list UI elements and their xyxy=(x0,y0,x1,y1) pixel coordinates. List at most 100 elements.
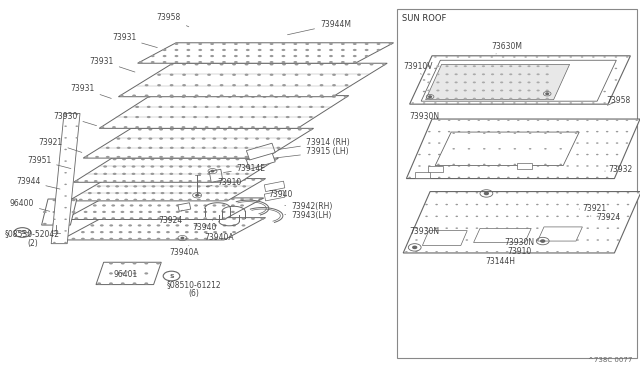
Circle shape xyxy=(536,79,538,81)
Circle shape xyxy=(109,231,113,233)
Circle shape xyxy=(127,156,131,158)
Circle shape xyxy=(138,218,141,220)
Circle shape xyxy=(197,179,201,181)
Text: 73910: 73910 xyxy=(206,178,242,187)
Circle shape xyxy=(604,91,606,92)
Circle shape xyxy=(500,90,503,92)
Circle shape xyxy=(473,73,476,75)
Circle shape xyxy=(115,185,119,187)
Circle shape xyxy=(181,237,184,239)
Circle shape xyxy=(486,227,488,229)
Circle shape xyxy=(150,166,154,168)
Circle shape xyxy=(109,282,113,285)
Circle shape xyxy=(468,119,470,121)
Circle shape xyxy=(109,262,113,264)
Circle shape xyxy=(204,204,207,206)
Circle shape xyxy=(216,180,220,182)
Circle shape xyxy=(133,199,137,201)
Circle shape xyxy=(186,43,190,45)
Circle shape xyxy=(157,198,161,200)
Circle shape xyxy=(157,218,161,220)
Circle shape xyxy=(202,156,205,158)
Circle shape xyxy=(438,154,440,155)
Circle shape xyxy=(490,102,493,104)
Circle shape xyxy=(148,211,152,213)
Circle shape xyxy=(436,81,440,83)
Circle shape xyxy=(546,192,548,193)
Circle shape xyxy=(223,128,227,131)
Circle shape xyxy=(473,81,476,83)
Circle shape xyxy=(513,164,516,165)
Circle shape xyxy=(158,96,162,98)
Circle shape xyxy=(197,185,201,187)
Circle shape xyxy=(228,116,232,118)
Circle shape xyxy=(128,238,132,240)
Circle shape xyxy=(445,65,449,67)
Circle shape xyxy=(176,198,180,200)
Circle shape xyxy=(148,198,152,200)
Circle shape xyxy=(497,154,500,155)
Circle shape xyxy=(204,198,207,200)
Circle shape xyxy=(298,126,301,128)
Circle shape xyxy=(473,97,476,99)
Circle shape xyxy=(84,211,88,213)
Circle shape xyxy=(193,106,197,108)
Circle shape xyxy=(186,61,190,63)
Circle shape xyxy=(557,165,559,167)
Circle shape xyxy=(558,56,561,58)
Circle shape xyxy=(236,158,239,160)
Circle shape xyxy=(103,173,107,175)
Circle shape xyxy=(260,218,264,220)
Circle shape xyxy=(376,49,380,51)
Circle shape xyxy=(231,211,235,213)
Circle shape xyxy=(527,119,529,121)
Circle shape xyxy=(293,61,297,63)
Circle shape xyxy=(476,204,478,205)
Circle shape xyxy=(434,102,436,104)
Circle shape xyxy=(241,224,245,227)
Circle shape xyxy=(234,128,237,131)
Circle shape xyxy=(116,156,120,158)
Circle shape xyxy=(273,158,277,160)
Circle shape xyxy=(586,216,589,217)
Circle shape xyxy=(180,128,184,131)
Circle shape xyxy=(556,239,559,241)
Circle shape xyxy=(228,96,232,98)
Circle shape xyxy=(179,173,182,175)
Circle shape xyxy=(226,158,230,160)
Circle shape xyxy=(616,131,618,132)
Circle shape xyxy=(258,43,262,45)
Circle shape xyxy=(191,138,195,140)
Circle shape xyxy=(252,179,255,181)
Circle shape xyxy=(586,119,589,121)
Circle shape xyxy=(76,125,78,127)
Circle shape xyxy=(490,68,493,69)
Circle shape xyxy=(122,180,126,182)
Circle shape xyxy=(231,198,235,200)
Text: 73910V: 73910V xyxy=(403,62,433,74)
Circle shape xyxy=(298,128,301,131)
Circle shape xyxy=(509,97,513,99)
Circle shape xyxy=(448,131,451,132)
Circle shape xyxy=(132,94,136,97)
Circle shape xyxy=(251,218,255,220)
Polygon shape xyxy=(118,63,387,97)
Circle shape xyxy=(70,199,74,201)
Circle shape xyxy=(103,180,107,182)
Circle shape xyxy=(429,96,431,97)
Circle shape xyxy=(305,43,309,45)
Circle shape xyxy=(570,68,572,69)
Circle shape xyxy=(269,49,273,51)
Circle shape xyxy=(537,142,540,144)
Circle shape xyxy=(220,63,223,65)
Circle shape xyxy=(566,131,569,132)
Circle shape xyxy=(317,61,321,63)
Circle shape xyxy=(516,227,518,229)
Circle shape xyxy=(182,96,186,98)
Circle shape xyxy=(507,142,509,144)
Circle shape xyxy=(566,119,569,121)
Circle shape xyxy=(244,138,248,140)
Circle shape xyxy=(157,204,161,206)
Circle shape xyxy=(499,148,501,150)
Text: (2): (2) xyxy=(27,239,38,248)
